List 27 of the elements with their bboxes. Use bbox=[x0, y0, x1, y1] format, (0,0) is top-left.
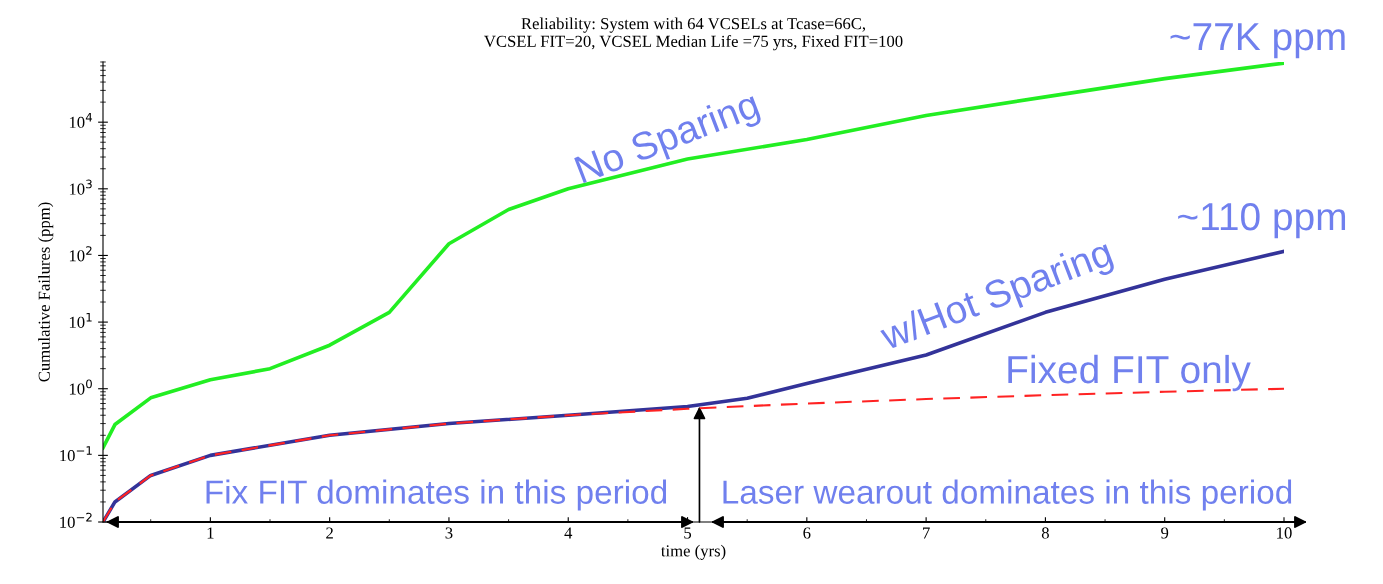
y-tick-label: 10$^{−2}$ bbox=[60, 512, 92, 528]
y-tick-label: 10$^{3}$ bbox=[69, 179, 92, 195]
annotation: w/Hot Sparing bbox=[880, 244, 1117, 351]
x-tick-label: 10 bbox=[1277, 527, 1292, 539]
y-tick-label: 10$^{0}$ bbox=[69, 379, 92, 395]
y-tick-label: 10$^{−1}$ bbox=[60, 446, 92, 462]
x-axis-title: time (yrs) bbox=[661, 544, 726, 560]
x-tick-label: 6 bbox=[803, 527, 811, 539]
x-tick-label: 5 bbox=[684, 527, 692, 539]
y-tick-label: 10$^{4}$ bbox=[69, 112, 93, 129]
x-tick-label: 1 bbox=[207, 527, 214, 539]
x-tick-label: 3 bbox=[445, 527, 453, 539]
x-tick-label: 4 bbox=[564, 527, 573, 539]
chart-title: Reliability: System with 64 VCSELs at Tcase=66C, VCSEL FIT=20, VCSEL Median Life =75 yrs, Fixed FIT=100 bbox=[484, 17, 903, 51]
x-tick-label: 7 bbox=[923, 527, 930, 539]
annotation: No Sparing bbox=[573, 89, 763, 191]
y-tick-label: 10$^{1}$ bbox=[69, 312, 92, 328]
x-tick-label: 9 bbox=[1161, 527, 1169, 539]
y-axis-title: Cumulative Failures (ppm) bbox=[38, 202, 54, 382]
x-tick-label: 8 bbox=[1041, 527, 1049, 539]
y-tick-label: 10$^{2}$ bbox=[69, 246, 92, 262]
x-tick-label: 2 bbox=[326, 527, 333, 539]
annotation: Fixed FIT only bbox=[1008, 354, 1251, 392]
annotation: Laser wearout dominates in this period bbox=[723, 479, 1292, 511]
text: ~77K ppm bbox=[1170, 23, 1345, 59]
annotation: ~110 ppm bbox=[1178, 202, 1346, 239]
annotation: Fix FIT dominates in this period bbox=[206, 479, 667, 511]
